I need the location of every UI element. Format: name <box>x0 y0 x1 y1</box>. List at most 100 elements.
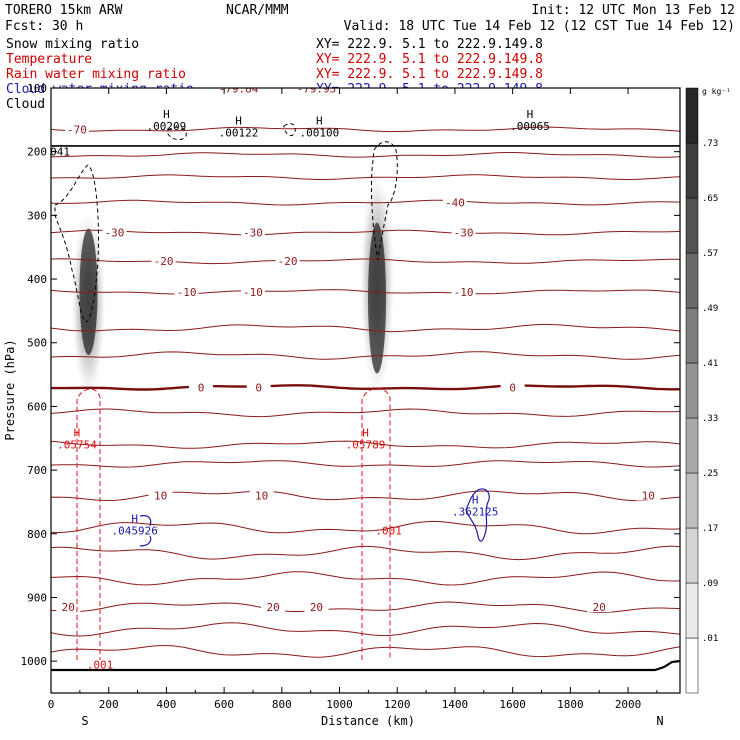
isotherm-label: 20 <box>593 601 606 614</box>
isotherm-label: -10 <box>177 286 197 299</box>
colorbar-swatch <box>685 87 699 144</box>
colorbar-swatch <box>685 252 699 309</box>
isotherm-label: 10 <box>154 490 167 503</box>
isotherm-label-bg <box>240 285 265 297</box>
plot-area: -70 -40 -30 -30 -30 -20 -20 -10 -10 -10 0 0 0 10 10 10 2… <box>51 83 680 671</box>
cloud-ice-max-marker: H <box>316 115 323 128</box>
rain-max-value: .001 <box>375 525 402 538</box>
isotherm-line <box>51 645 680 658</box>
isotherm-label-bg <box>500 381 525 393</box>
colorbar-level-label: .41 <box>702 359 718 369</box>
isotherm-label-bg <box>102 226 127 238</box>
y-tick-label: 200 <box>27 146 47 159</box>
cloud-ice-max-value: .00122 <box>219 127 259 140</box>
colorbar: .01 .09 .17 .25 .33 .41 .49 .57 .65 .73 g kg⁻¹ <box>685 87 731 694</box>
y-tick-label: 900 <box>27 591 47 604</box>
isotherm-label: -20 <box>154 255 174 268</box>
colorbar-level-label: .17 <box>702 524 718 534</box>
isotherm-label: 0 <box>255 381 262 394</box>
y-tick-label: 700 <box>27 464 47 477</box>
rain-max-marker: H <box>362 427 369 440</box>
isotherm-label-bg <box>240 226 265 238</box>
x-tick-label: 1200 <box>384 698 411 711</box>
cloud-water-max-value: .045926 <box>111 525 157 538</box>
colorbar-level-label: .33 <box>702 414 718 424</box>
isotherm-line <box>51 571 680 586</box>
isotherm-label: -40 <box>445 197 465 210</box>
colorbar-level-label: .57 <box>702 249 718 259</box>
colorbar-swatch <box>685 472 699 529</box>
colorbar-swatch <box>685 417 699 474</box>
colorbar-level-label: .73 <box>702 139 718 149</box>
isotherm-line <box>51 323 680 333</box>
rain-max-value: .05789 <box>346 439 386 452</box>
x-tick-label: 800 <box>272 698 292 711</box>
colorbar-swatch <box>685 197 699 254</box>
y-axis-label: Pressure (hPa) <box>3 339 17 440</box>
colorbar-level-label: .09 <box>702 579 718 589</box>
colorbar-level-label: .01 <box>702 634 718 644</box>
isotherm-label-bg <box>246 381 271 393</box>
isotherm-label: 20 <box>62 601 75 614</box>
x-tick-label: 1600 <box>499 698 526 711</box>
colorbar-level-label: .25 <box>702 469 718 479</box>
x-tick-label: 1800 <box>557 698 584 711</box>
cloud-ice-max-value: .00209 <box>147 120 187 133</box>
header-init: Init: 12 UTC Mon 13 Feb 12 <box>532 3 736 18</box>
snow-column-core <box>368 222 387 374</box>
x-tick-label: 1000 <box>326 698 353 711</box>
isotherm-label: 20 <box>310 601 323 614</box>
isotherm-label-bg <box>148 489 173 501</box>
isotherm-line <box>51 351 680 360</box>
rain-water-contour <box>361 388 391 660</box>
isotherm-label: -30 <box>105 227 125 240</box>
x-tick-label: 600 <box>214 698 234 711</box>
x-tick-label: 200 <box>99 698 119 711</box>
plot-frame <box>50 87 681 694</box>
y-tick-label: 800 <box>27 528 47 541</box>
isotherm-line <box>51 199 680 206</box>
x-tick-label: 400 <box>156 698 176 711</box>
isotherm-label: 0 <box>198 381 205 394</box>
cloud-ice-max-value: .00065 <box>510 120 550 133</box>
north-end-label: N <box>656 714 663 728</box>
colorbar-swatch <box>685 362 699 419</box>
colorbar-swatch <box>685 142 699 199</box>
cloud-water-max-marker: H <box>472 494 479 507</box>
legend-label: Snow mixing ratio <box>6 37 139 52</box>
y-tick-label: 1000 <box>21 655 48 668</box>
isotherm-label-bg <box>304 601 329 613</box>
colorbar-level-label: .65 <box>702 194 718 204</box>
isotherm-label-bg <box>64 123 89 135</box>
cloud-ice-contour <box>167 126 187 141</box>
isotherm-label-bg <box>151 255 176 267</box>
isotherm-label: 10 <box>255 490 268 503</box>
y-tick-label: 300 <box>27 209 47 222</box>
colorbar-swatch <box>685 637 699 694</box>
isotherm-line <box>51 622 680 637</box>
isotherm-line <box>51 289 680 295</box>
isotherm-line <box>51 174 680 180</box>
rain-max-value: .05754 <box>57 439 97 452</box>
isotherm-label-bg <box>451 285 476 297</box>
isotherm-line <box>51 408 680 418</box>
cloud-ice-max-marker: H <box>527 108 534 121</box>
rain-max-value: .001 <box>87 658 114 671</box>
isotherm-label: 20 <box>267 601 280 614</box>
isotherm-line <box>51 440 680 449</box>
cloud-water-max-value: .362125 <box>452 506 498 519</box>
isotherm-label-bg <box>451 226 476 238</box>
cloud-ice-max-marker: H <box>235 115 242 128</box>
isotherm-label: -10 <box>243 286 263 299</box>
isotherm-label-bg <box>189 381 214 393</box>
cloud-ice-contour <box>283 123 296 137</box>
temperature-extremum-label: -79.93 <box>297 83 337 96</box>
isotherm-label-bg <box>174 285 199 297</box>
y-tick-label: 100 <box>27 82 47 95</box>
y-tick-label: 600 <box>27 400 47 413</box>
cloud-ice-max-marker: H <box>163 108 170 121</box>
cloud-water-contour <box>139 515 152 547</box>
x-tick-label: 0 <box>48 698 55 711</box>
y-tick-label: 400 <box>27 273 47 286</box>
